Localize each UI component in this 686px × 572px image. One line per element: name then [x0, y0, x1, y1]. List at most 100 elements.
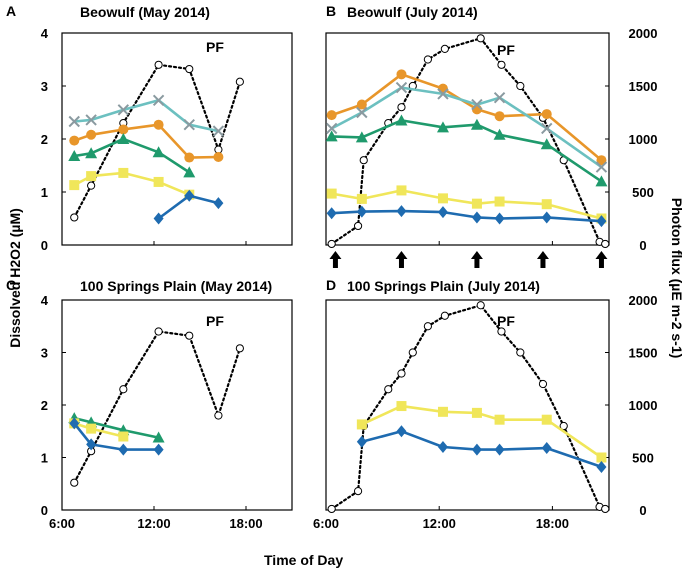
series-yellow-point [437, 406, 448, 417]
series-teal-point [395, 81, 408, 94]
y-right-tick-label: 500 [632, 451, 654, 466]
x-tick-label: 18:00 [536, 516, 569, 531]
pf-point [327, 504, 336, 514]
pf-point [538, 379, 548, 389]
pf-point [384, 385, 393, 394]
series-teal-point [356, 106, 368, 119]
pf-point [185, 64, 194, 74]
series-yellow-line [331, 189, 602, 220]
pf-point [476, 34, 485, 43]
series-teal-point [541, 122, 553, 135]
series-yellow-point [69, 180, 80, 191]
pf-point [185, 331, 194, 340]
pf-point [423, 322, 432, 331]
panel-a-frame [61, 32, 293, 246]
series-blue-point [471, 443, 482, 456]
series-yellow-point [118, 167, 129, 178]
series-orange-point [596, 155, 607, 166]
series-green-point [85, 147, 98, 159]
series-orange-point [396, 69, 407, 80]
series-blue-point [396, 205, 407, 218]
series-teal-point [437, 88, 449, 100]
pf-line [73, 330, 241, 484]
series-green-point [493, 128, 506, 140]
sampling-arrow [329, 251, 342, 268]
x-tick-label: 12:00 [137, 516, 170, 531]
y-right-tick-label: 1000 [629, 132, 658, 147]
pf-point [70, 478, 79, 487]
series-yellow-point [86, 423, 97, 434]
pf-point [327, 239, 336, 249]
series-blue-point [494, 212, 505, 225]
series-orange-point [494, 111, 505, 122]
panel-d-frame [325, 299, 610, 511]
x-tick-label: 12:00 [423, 516, 456, 531]
series-blue-point [471, 211, 482, 224]
pf-line [73, 63, 241, 219]
series-green-line [331, 119, 603, 183]
series-blue-point [326, 207, 337, 220]
series-green-point [117, 133, 130, 144]
pf-point [559, 421, 568, 431]
series-teal-point [68, 115, 80, 128]
series-orange-point [356, 99, 367, 110]
pf-point [497, 327, 506, 336]
pf-point [235, 77, 244, 86]
series-yellow-point [118, 431, 129, 442]
y-right-tick-label: 2000 [629, 293, 658, 308]
series-green-point [470, 118, 483, 130]
series-green-point [595, 175, 608, 187]
series-green-point [183, 166, 196, 178]
y-right-tick-label: 0 [639, 238, 646, 253]
panel-d: D 100 Springs Plain (July 2014) PF [325, 277, 610, 511]
x-axis-title: Time of Day [264, 552, 343, 568]
panel-c-title: 100 Springs Plain (May 2014) [80, 278, 272, 294]
series-blue-point [86, 438, 97, 451]
pf-point [397, 369, 406, 378]
series-yellow-point [326, 188, 337, 199]
pf-line [330, 304, 607, 510]
series-blue-point [356, 435, 367, 448]
series-blue-line [73, 422, 159, 451]
series-teal-line [331, 86, 603, 169]
series-yellow-point [494, 414, 505, 425]
series-orange-point [153, 119, 164, 130]
series-blue-point [396, 425, 407, 438]
series-yellow-point [356, 419, 367, 430]
y-left-tick-label: 3 [41, 346, 48, 361]
sampling-arrow [395, 251, 408, 268]
pf-point [423, 55, 432, 64]
y-right-tick-label: 0 [639, 503, 646, 518]
x-tick-label: 18:00 [229, 516, 262, 531]
series-teal-point [152, 94, 165, 107]
y-left-tick-label: 3 [41, 79, 48, 94]
series-orange-point [184, 152, 195, 163]
series-orange-point [326, 110, 337, 121]
y-axis-left-title: Dissolved H2O2 (µM) [7, 208, 23, 348]
series-blue-point [153, 443, 164, 456]
y-right-tick-label: 1500 [629, 346, 658, 361]
series-blue-point [184, 189, 195, 202]
series-blue-point [356, 205, 367, 218]
series-orange-line [331, 73, 603, 162]
pf-point [516, 81, 525, 91]
series-orange-point [118, 124, 129, 135]
panel-d-marks: 0 500 1000 1500 2000 6:00 12:00 18:00 [313, 293, 657, 531]
panel-a: A Beowulf (May 2014) PF [6, 3, 293, 246]
series-teal-point [85, 114, 97, 126]
pf-point [440, 311, 449, 320]
y-right-tick-label: 2000 [629, 26, 658, 41]
panel-a-marks: 0 1 2 3 4 [41, 26, 247, 253]
panel-b-pf-label: PF [497, 42, 515, 58]
series-blue-point [153, 212, 164, 225]
series-green-point [540, 138, 553, 150]
panel-c-marks: 0 1 2 3 4 6:00 12:00 18:00 [41, 293, 263, 531]
panel-d-letter: D [326, 277, 336, 293]
pf-point [154, 60, 163, 69]
pf-point [353, 221, 363, 231]
y-left-tick-label: 2 [41, 132, 48, 147]
series-teal-point [493, 91, 506, 104]
panel-a-title: Beowulf (May 2014) [80, 4, 210, 20]
panel-c-pf-label: PF [206, 313, 224, 329]
